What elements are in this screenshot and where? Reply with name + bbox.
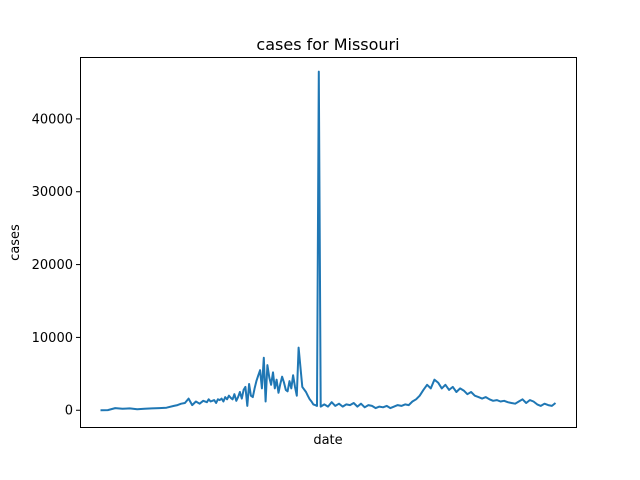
plot-area — [100, 70, 557, 412]
y-tick-label: 10000 — [32, 331, 73, 346]
y-axis-label: cases — [8, 224, 23, 261]
y-tick-label: 20000 — [32, 258, 73, 273]
y-tick-label: 0 — [65, 404, 73, 419]
chart-title: cases for Missouri — [256, 35, 399, 54]
y-tick-label: 30000 — [32, 185, 73, 200]
axes-frame — [80, 57, 577, 428]
x-axis-label: date — [313, 433, 342, 448]
series-line-cases — [100, 70, 557, 412]
y-axis: 0 10000 20000 30000 40000 — [32, 112, 80, 419]
y-tick-label: 40000 — [32, 112, 73, 127]
